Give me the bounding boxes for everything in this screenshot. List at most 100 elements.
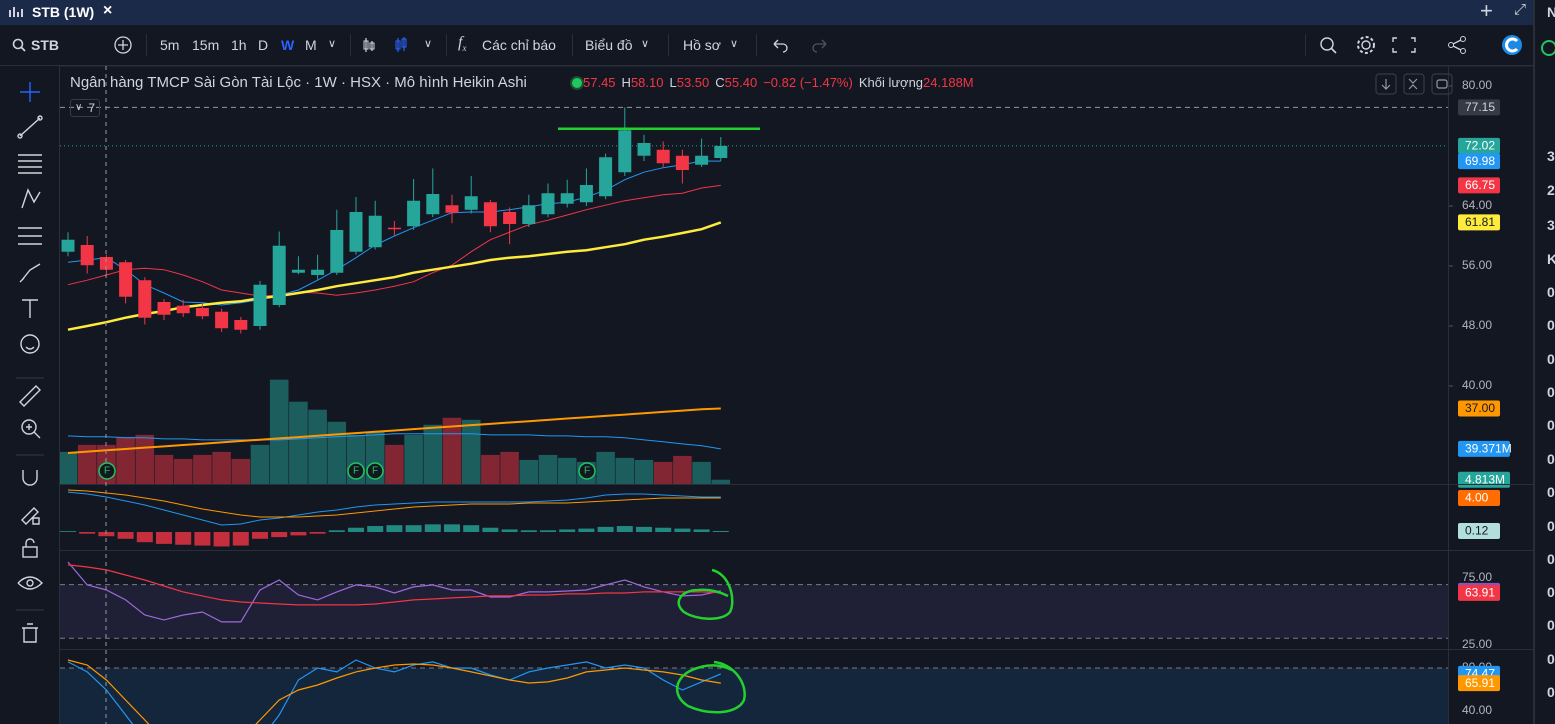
stoch-line xyxy=(67,659,722,724)
interval-dropdown[interactable]: ∨ xyxy=(328,38,337,50)
tab-title[interactable]: STB (1W) xyxy=(32,4,95,20)
price-label: 66.75 xyxy=(1465,178,1495,192)
price-label-box xyxy=(1458,153,1500,170)
macd-histogram xyxy=(616,526,633,532)
price-label-box xyxy=(1458,177,1500,194)
candle-body xyxy=(675,155,689,170)
price-label-box xyxy=(1458,490,1500,506)
chart-menu[interactable]: Biểu đồ xyxy=(585,37,633,53)
separator xyxy=(756,34,757,56)
sidebar-row: 09 xyxy=(1547,351,1555,367)
tab-close[interactable]: × xyxy=(103,2,113,19)
volume-bar xyxy=(653,461,673,484)
sidebar-row: 09 xyxy=(1547,617,1555,633)
macd-histogram xyxy=(693,529,710,532)
candle-body xyxy=(330,229,344,273)
candle-body xyxy=(695,155,709,165)
macd-histogram xyxy=(597,526,614,532)
macd-histogram xyxy=(444,524,460,532)
volume-bar xyxy=(442,417,462,484)
volume-bar xyxy=(116,436,135,484)
macd-histogram xyxy=(559,529,576,532)
macd-histogram xyxy=(348,527,364,532)
ohlc-value: 57.45 xyxy=(583,75,616,90)
sidebar-row: 09 xyxy=(1547,484,1555,500)
separator xyxy=(350,34,351,56)
profile-menu[interactable]: Hồ sơ xyxy=(683,37,721,53)
candle-body xyxy=(637,142,651,156)
legend-title: Ngân hàng TMCP Sài Gòn Tài Lộc · 1W · HS… xyxy=(70,74,527,91)
interval-button[interactable]: 1h xyxy=(231,37,247,53)
undo-redo[interactable] xyxy=(770,36,830,54)
sidebar-row: 09 xyxy=(1547,317,1555,333)
symbol[interactable]: STB xyxy=(31,37,59,53)
volume-bar xyxy=(60,451,78,484)
collapse-button[interactable]: ∨ 7 xyxy=(70,99,100,117)
right-tools[interactable] xyxy=(1318,34,1528,56)
price-label-box xyxy=(1458,522,1500,539)
chart-menu-dropdown[interactable]: ∨ xyxy=(641,38,650,50)
volume-bar xyxy=(404,434,423,484)
new-tab[interactable]: + xyxy=(1480,0,1493,23)
expand[interactable]: ⤢ xyxy=(1514,1,1527,18)
stoch-pane xyxy=(60,659,1448,724)
profile-dropdown[interactable]: ∨ xyxy=(730,38,739,50)
indicators-button[interactable]: Các chỉ báo xyxy=(482,37,556,53)
interval-button[interactable]: 5m xyxy=(160,37,180,53)
event-markers[interactable] xyxy=(98,462,596,480)
volume-bar xyxy=(481,454,500,484)
candle-body xyxy=(119,262,133,297)
candle-body xyxy=(426,193,440,215)
compare-icon[interactable] xyxy=(113,35,133,55)
pane-buttons[interactable] xyxy=(1375,73,1453,95)
candle-body xyxy=(522,205,536,224)
change: −0.82 (−1.47%) xyxy=(763,75,853,90)
price-label: 39.371M xyxy=(1465,442,1512,456)
interval-button[interactable]: W xyxy=(281,37,295,53)
price-label: 4.813M xyxy=(1465,472,1505,486)
candle-body xyxy=(445,205,459,213)
volume-bar xyxy=(385,444,404,484)
macd-histogram xyxy=(424,524,441,532)
candle-body xyxy=(503,211,517,224)
volume-bar xyxy=(692,461,711,484)
macd-pane xyxy=(60,489,729,547)
interval-button[interactable]: 15m xyxy=(192,37,220,53)
macd-histogram xyxy=(98,531,115,537)
candle-body xyxy=(656,149,670,164)
sidebar-row: N xyxy=(1547,4,1555,20)
volume-bar xyxy=(500,451,519,484)
volume-bar xyxy=(77,444,97,484)
candle-body xyxy=(714,145,728,158)
volume-label: Khối lượng xyxy=(858,75,924,90)
price-label-box xyxy=(1458,675,1500,692)
moving-average xyxy=(67,184,721,297)
chart-type-icons[interactable] xyxy=(362,35,422,55)
volume-bar xyxy=(289,401,308,484)
price-label: 37.00 xyxy=(1465,401,1495,415)
macd-histogram xyxy=(309,531,326,534)
separator xyxy=(446,34,447,56)
volume-bar xyxy=(596,451,615,484)
candle-body xyxy=(291,269,305,273)
price-axis: 80.00 64.00 56.00 48.00 40.00 77.15 72.0269.98… xyxy=(1448,78,1512,717)
candle-body xyxy=(599,157,613,197)
candle-body xyxy=(234,319,248,330)
volume-bar xyxy=(231,458,251,484)
interval-button[interactable]: M xyxy=(305,37,317,53)
candle-body xyxy=(579,184,593,203)
interval-button[interactable]: D xyxy=(258,37,269,53)
candle-body xyxy=(368,215,382,248)
candle-body xyxy=(311,269,325,275)
candle-body xyxy=(176,305,190,314)
price-label-box xyxy=(1458,584,1500,601)
y-tick-label: 75.00 xyxy=(1462,570,1492,584)
price-pane xyxy=(60,106,1448,484)
fx-icon: fx xyxy=(458,34,467,54)
macd-histogram xyxy=(290,531,307,536)
price-label: 0.12 xyxy=(1465,524,1489,538)
volume-value: 24.188M xyxy=(923,75,974,90)
chart-type-dropdown[interactable]: ∨ xyxy=(424,38,433,50)
separator xyxy=(572,34,573,56)
